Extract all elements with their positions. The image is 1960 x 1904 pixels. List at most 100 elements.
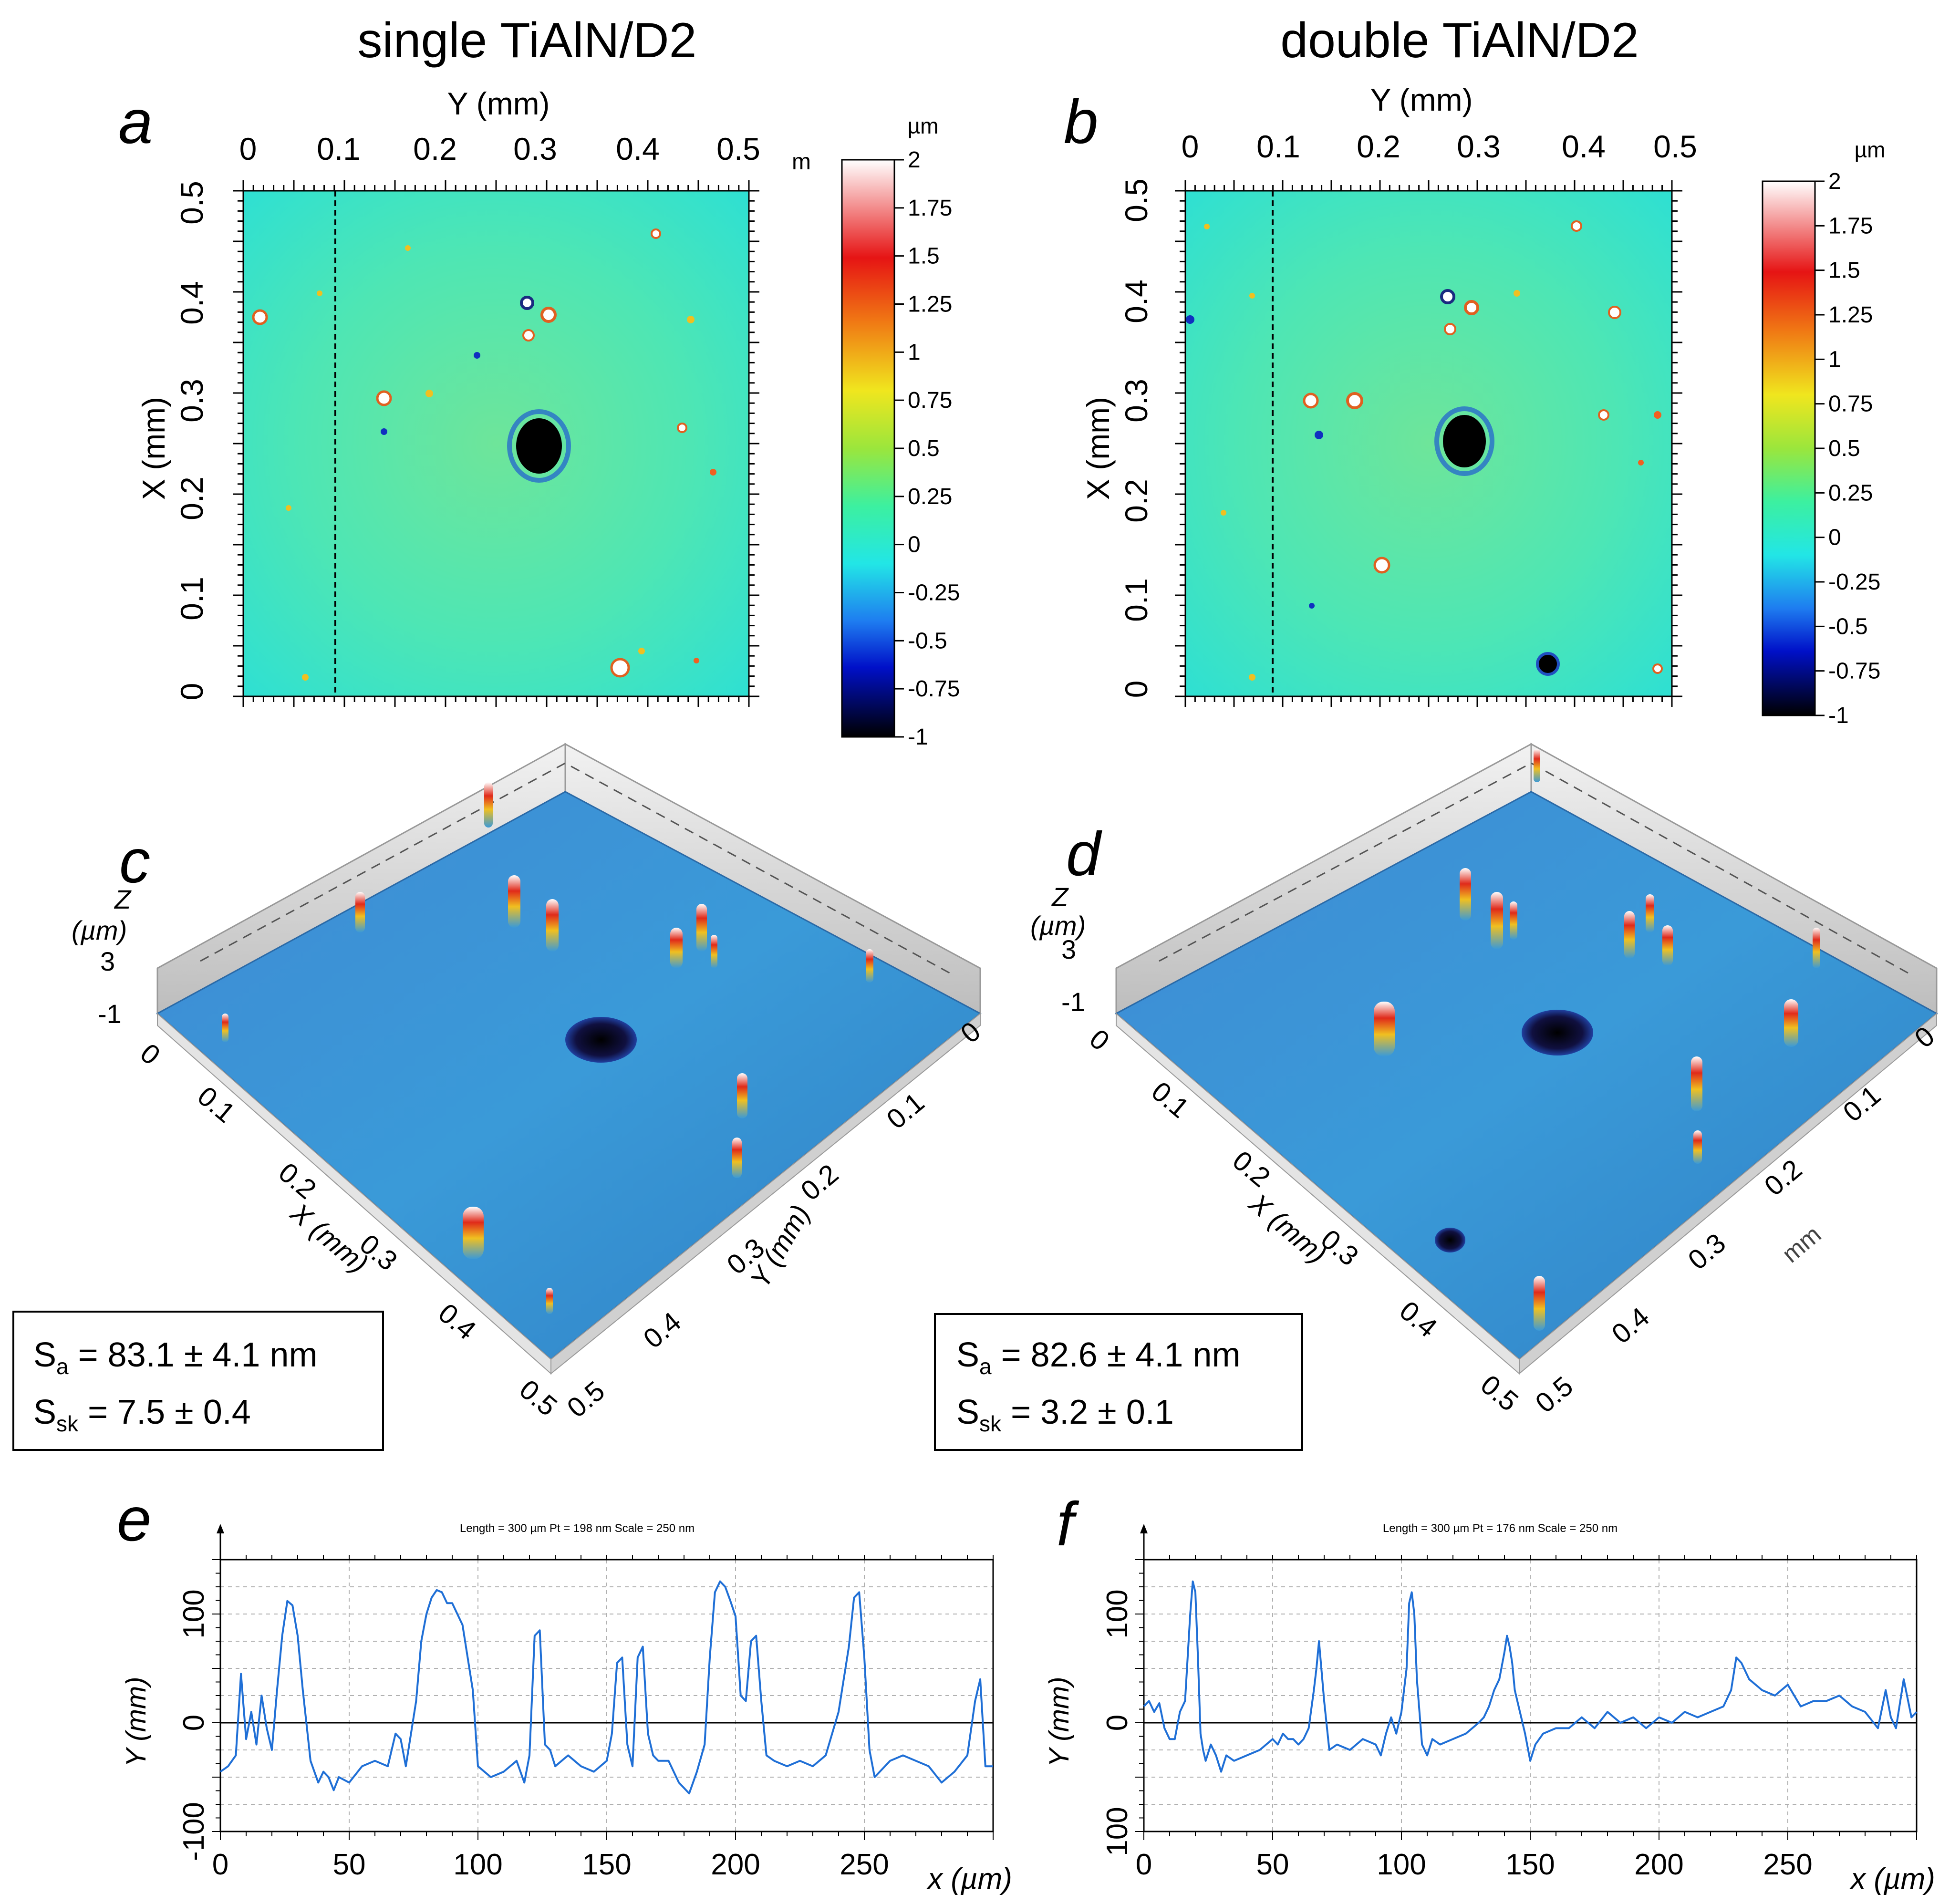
map-b-bump: [1204, 224, 1210, 229]
colorbar-tick-label: -0.25: [908, 580, 960, 606]
panel-letter-e: e: [117, 1484, 151, 1554]
surface-d-pillar: [1646, 894, 1654, 932]
map-b-surface: [1185, 191, 1672, 696]
surface-d-pillar: [1510, 901, 1517, 940]
map-b-bump: [1303, 393, 1319, 409]
panel-letter-f: f: [1057, 1489, 1079, 1559]
map-b-pit: [1443, 415, 1486, 467]
colorbar-tick-label: -0.75: [908, 676, 960, 702]
map-a-bump: [610, 658, 630, 678]
profile-series-line: [219, 1580, 993, 1795]
map-a-top-tick: 0.1: [317, 131, 361, 166]
map-a-bump: [694, 658, 699, 663]
surface-c-y-tick: 0.5: [561, 1375, 611, 1424]
colorbar-tick-label: 1.25: [908, 292, 952, 317]
surface-c-z-label-unit: (µm): [72, 915, 127, 945]
surface-c-z-label-max: 3: [100, 946, 115, 976]
surface-c-pillar: [737, 1073, 747, 1118]
stats-c-sa-value: = 83.1 ± 4.1 nm: [69, 1336, 318, 1374]
profile-y-tick-label: 100: [1101, 1589, 1134, 1638]
colorbar-tick-label: 1.75: [908, 196, 952, 221]
map-b-pit-halo: [1434, 406, 1494, 476]
surface-d-pillar: [1662, 925, 1673, 966]
colorbar-a-unit: µm: [908, 114, 939, 138]
map-a-top-tick-labels: 0 0.1 0.2 0.3 0.4 0.5: [239, 131, 760, 166]
map-b-pit-small: [1536, 652, 1560, 676]
map-a-bump: [286, 505, 291, 511]
colorbar-b-ticks: 2 1.75 1.5 1.25 1 0.75 0.5 0.25 0 -0.25 -0.5 -0.75 -…: [1815, 169, 1880, 728]
map-b-bump: [1440, 289, 1455, 304]
map-b-top-tick: 0.1: [1256, 129, 1300, 164]
map-b-dip: [1309, 603, 1315, 609]
map-a-left-tick: 0.1: [174, 577, 209, 621]
map-b-top-tick: 0: [1182, 129, 1199, 164]
colorbar-tick-label: -0.5: [1828, 614, 1868, 639]
surface-c-pillar: [546, 1288, 553, 1314]
surface-d-pillar: [1813, 928, 1820, 968]
profile-x-tick-label: 100: [453, 1848, 502, 1881]
profile-x-tick-label: 200: [1634, 1848, 1683, 1881]
surface-c-pillar: [696, 904, 707, 952]
colorbar-tick-label: -1: [908, 724, 928, 750]
colorbar-tick-label: 0.25: [908, 484, 952, 509]
stats-c-ssk-value: = 7.5 ± 0.4: [78, 1393, 251, 1431]
map-a-x-axis-title: X (mm): [136, 397, 171, 500]
colorbar-tick-label: 1: [908, 340, 921, 365]
map-a-y-axis-title: Y (mm): [447, 86, 550, 121]
colorbar-b-gradient: [1762, 180, 1816, 716]
profile-series-line: [1143, 1580, 1918, 1773]
profile-arrowhead: [217, 1524, 224, 1533]
stats-box-c-frame: [12, 1311, 384, 1451]
colorbar-tick-label: 1: [1828, 347, 1841, 372]
surface-d-pillar: [1691, 1056, 1702, 1111]
map-a-left-tick: 0.3: [174, 379, 209, 423]
map-b-bump: [1654, 411, 1661, 419]
colorbar-tick-label: 0.75: [1828, 392, 1873, 417]
map-a-left-tick: 0.2: [174, 476, 209, 520]
map-a-surface: [243, 191, 749, 696]
map-a-bump: [710, 469, 716, 476]
colorbar-tick-label: -1: [1828, 703, 1849, 728]
panel-f: f Length = 300 µm Pt = 176 nm Scale = 25…: [1044, 1489, 1935, 1895]
map-a-bump: [252, 309, 268, 325]
stats-c-sa-sub: a: [56, 1354, 69, 1379]
profile-e-y-label: Y (mm): [121, 1676, 152, 1767]
surface-c-pillars: [222, 782, 873, 1314]
stats-d-sa: Sa = 82.6 ± 4.1 nm: [956, 1336, 1240, 1379]
colorbar-a-ticks: 2 1.75 1.5 1.25 1 0.75 0.5 0.25 0 -0.25 -0.5 -0.75 -…: [894, 147, 960, 750]
colorbar-a: µm 2 1.75 1.5 1.25 1 0.75 0.5 0.25 0 -0.25 -0.5 -0.…: [841, 114, 960, 750]
surface-d-pit: [1522, 1010, 1593, 1055]
surface-d-pit-small: [1435, 1228, 1465, 1252]
colorbar-tick-label: -0.5: [908, 628, 947, 653]
map-b-bump: [1249, 674, 1255, 681]
map-a-top-tick: 0.4: [616, 131, 660, 166]
column-title-double: double TiAlN/D2: [1280, 13, 1639, 68]
panel-c: c Z (µm) 3 -1 0 0.1 0.2 0.3 0.4 0.5 X (m…: [72, 743, 986, 1424]
colorbar-tick-label: 0: [908, 532, 921, 558]
map-a-left-tick: 0.4: [174, 281, 209, 325]
surface-d-pillar: [1534, 749, 1540, 782]
surface-c-z-label-z: Z: [114, 884, 132, 914]
surface-d-plane: [1115, 791, 1938, 1360]
surface-d-pillar: [1460, 868, 1471, 921]
surface-c-pillar: [355, 892, 365, 932]
surface-d-x-tick: 0.4: [1394, 1295, 1443, 1344]
map-b-minor-ticks: [1175, 180, 1682, 707]
profile-f-title: Length = 300 µm Pt = 176 nm Scale = 250 …: [1383, 1522, 1618, 1535]
colorbar-tick-label: 1.5: [908, 244, 940, 269]
surface-c-x-tick: 0.5: [514, 1374, 563, 1422]
profile-y-tick-label: 0: [1101, 1715, 1134, 1731]
colorbar-tick-label: -0.25: [1828, 569, 1880, 595]
map-b-top-tick-labels: 0 0.1 0.2 0.3 0.4 0.5: [1182, 129, 1697, 164]
map-b-left-tick: 0: [1119, 681, 1154, 698]
colorbar-b-unit: µm: [1855, 137, 1886, 162]
map-a-top-tick: 0: [239, 131, 257, 166]
map-b-bump: [1638, 460, 1644, 466]
map-a-dip: [381, 428, 387, 435]
map-a-pit-halo: [507, 409, 571, 483]
profile-x-tick-label: 0: [1136, 1848, 1152, 1881]
map-b-features: [1186, 220, 1663, 681]
map-b-left-tick-labels: 0 0.1 0.2 0.3 0.4 0.5: [1119, 178, 1154, 698]
